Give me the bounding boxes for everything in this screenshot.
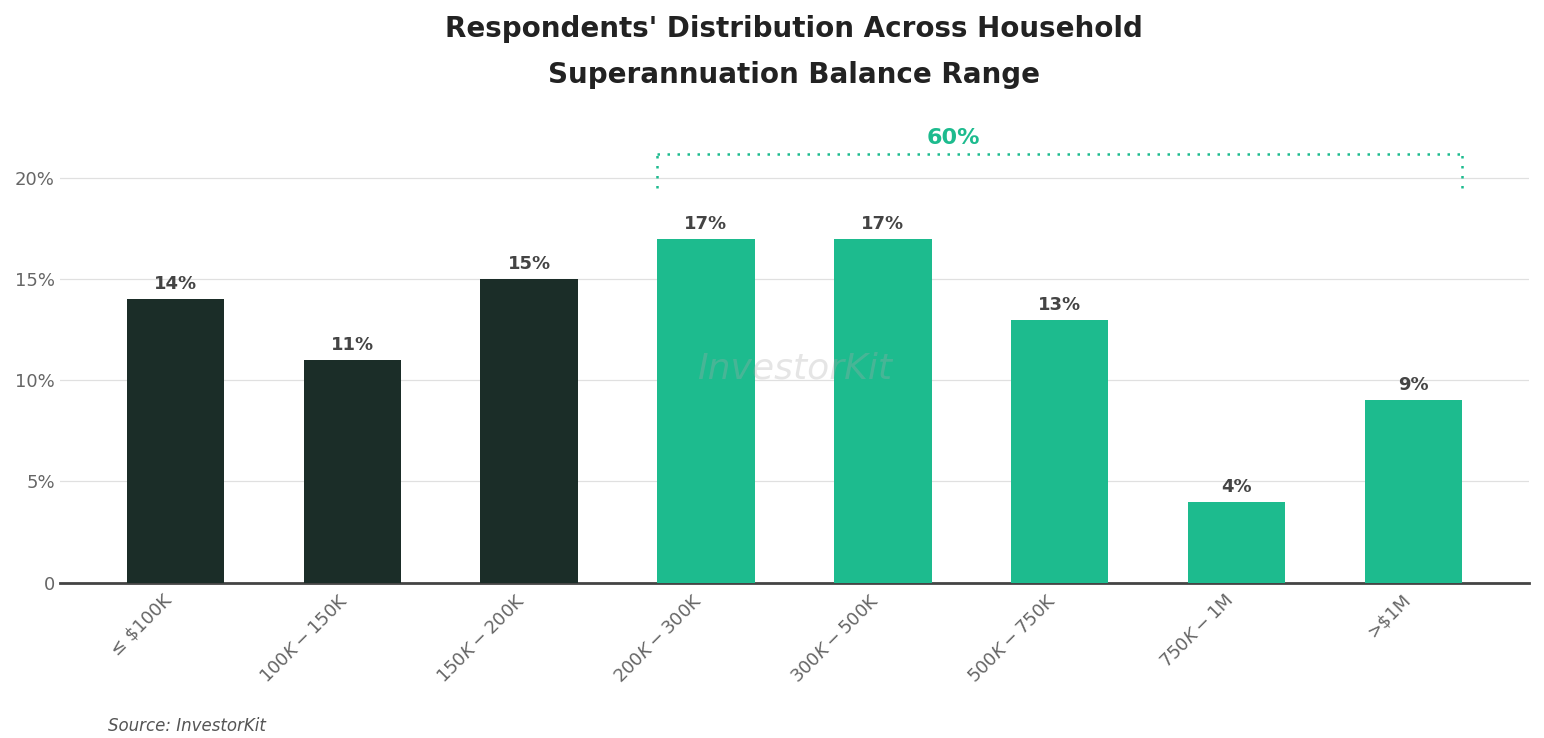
Text: 17%: 17% — [684, 215, 727, 232]
Bar — [304, 360, 401, 582]
Bar — [1365, 401, 1462, 582]
Text: 9%: 9% — [1399, 376, 1428, 394]
Title: Respondents' Distribution Across Household
Superannuation Balance Range: Respondents' Distribution Across Househo… — [446, 15, 1144, 89]
Text: 17%: 17% — [862, 215, 905, 232]
Text: 14%: 14% — [154, 275, 196, 293]
Text: 60%: 60% — [926, 128, 980, 148]
Text: 11%: 11% — [330, 336, 374, 354]
Text: 15%: 15% — [508, 255, 551, 273]
Text: Source: InvestorKit: Source: InvestorKit — [108, 717, 266, 734]
Bar — [1011, 320, 1109, 582]
Bar — [480, 279, 577, 582]
Text: InvestorKit: InvestorKit — [696, 351, 892, 385]
Bar — [834, 238, 931, 582]
Bar — [1187, 502, 1285, 582]
Text: 4%: 4% — [1221, 477, 1252, 495]
Bar — [658, 238, 755, 582]
Bar — [127, 300, 224, 582]
Text: 13%: 13% — [1038, 295, 1081, 314]
